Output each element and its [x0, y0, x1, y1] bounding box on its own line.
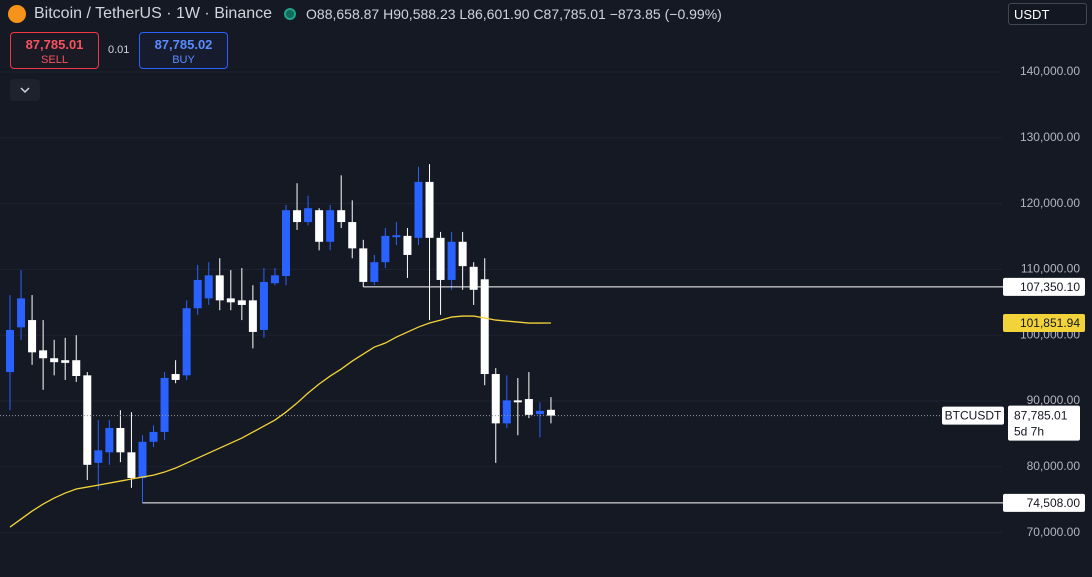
y-tick-label: 130,000.00 [1020, 130, 1080, 144]
buy-text: BUY [172, 54, 195, 66]
candle-body [72, 360, 81, 377]
candle-body [458, 241, 467, 267]
spread: 0.01 [108, 44, 130, 56]
candle-body [6, 329, 14, 373]
symbol-tag: BTCUSDT [945, 409, 1002, 423]
candle-body [326, 210, 335, 242]
y-tick-label: 70,000.00 [1027, 525, 1081, 539]
price-label: 87,785.01 [1014, 409, 1068, 423]
ohlc-value: 88,658.87 [316, 6, 380, 22]
candle-body [370, 262, 379, 282]
candle-body [248, 300, 257, 332]
candle-body [28, 320, 37, 353]
ohlc-key: H [383, 6, 394, 22]
y-tick-label: 140,000.00 [1020, 64, 1080, 78]
candle-body [193, 279, 202, 309]
ohlc-key: C [533, 6, 544, 22]
candle-body [83, 375, 92, 465]
level-label: 107,350.10 [1020, 280, 1080, 294]
candle-body [469, 266, 478, 290]
candle-body [138, 441, 147, 478]
price-badge [1008, 405, 1080, 441]
candle-body [524, 399, 533, 415]
ma-badge [1003, 314, 1085, 333]
candle-body [348, 222, 357, 249]
ohlc-value: 90,588.23 [393, 6, 456, 22]
candle-body [17, 298, 26, 328]
candle-body [116, 427, 125, 453]
buy-button[interactable]: 87,785.02 BUY [139, 32, 228, 69]
candle-body [480, 279, 489, 375]
candle-body [94, 450, 103, 463]
candle-body [304, 208, 313, 223]
sell-price: 87,785.01 [25, 37, 84, 52]
candle-body [282, 210, 290, 276]
currency-select[interactable]: USDT [1008, 3, 1087, 25]
candle-body [259, 281, 268, 330]
ohlc-value: 86,601.90 [467, 6, 530, 22]
candle-body [149, 431, 158, 442]
candle-body [546, 409, 555, 416]
candle-body [315, 210, 324, 242]
candle-body [447, 241, 456, 280]
candle-body [160, 377, 169, 432]
market-status [284, 8, 297, 20]
ohlc: O88,658.87 H90,588.23 L86,601.90 C87,785… [306, 6, 722, 22]
candle-body [171, 374, 180, 380]
level-badge [1003, 493, 1085, 512]
candle-body [237, 300, 246, 305]
change: −873.85 (−0.99%) [609, 6, 722, 22]
ohlc-key: O [306, 6, 317, 22]
legend-header: Bitcoin / TetherUS · 1W · Binance O88,65… [8, 3, 722, 25]
level-badge [1003, 277, 1085, 296]
y-tick-label: 120,000.00 [1020, 196, 1080, 210]
buy-price: 87,785.02 [154, 37, 213, 52]
candle-body [337, 210, 346, 223]
candle-body [270, 275, 279, 284]
candle-body [436, 237, 445, 280]
candle-body [425, 181, 434, 238]
symbol-badge [942, 406, 1004, 425]
candle-body [491, 374, 500, 424]
candle-body [204, 275, 213, 299]
candle-body [414, 181, 423, 238]
candle-body [535, 410, 544, 415]
candle-body [226, 298, 235, 303]
candle-body [293, 210, 302, 223]
coin-icon [8, 5, 26, 23]
ohlc-value: 87,785.01 [543, 6, 606, 22]
candle-body [502, 400, 511, 424]
chevron-icon [20, 87, 30, 94]
candle-body [182, 308, 191, 376]
candle-body [215, 275, 224, 301]
level-label: 74,508.00 [1027, 496, 1081, 510]
collapse-button[interactable] [10, 79, 40, 101]
candle-body [61, 360, 70, 363]
candle-body [127, 452, 136, 478]
candle-body [50, 358, 59, 363]
y-tick-label: 90,000.00 [1027, 393, 1081, 407]
candle-body [381, 235, 390, 263]
ma-label: 101,851.94 [1020, 316, 1080, 330]
candle-body [359, 248, 368, 282]
y-tick-label: 110,000.00 [1021, 262, 1080, 276]
sell-button[interactable]: 87,785.01 SELL [10, 32, 99, 69]
sell-text: SELL [41, 54, 68, 66]
candle-body [105, 427, 114, 453]
countdown: 5d 7h [1014, 425, 1044, 439]
symbol-title: Bitcoin / TetherUS · 1W · Binance [34, 5, 273, 22]
ohlc-key: L [459, 6, 468, 22]
moving-average [9, 315, 551, 528]
candle-body [403, 235, 412, 255]
candle-body [39, 350, 48, 359]
candle-body [392, 235, 401, 238]
candle-body [513, 400, 522, 403]
y-tick-label: 80,000.00 [1027, 459, 1081, 473]
